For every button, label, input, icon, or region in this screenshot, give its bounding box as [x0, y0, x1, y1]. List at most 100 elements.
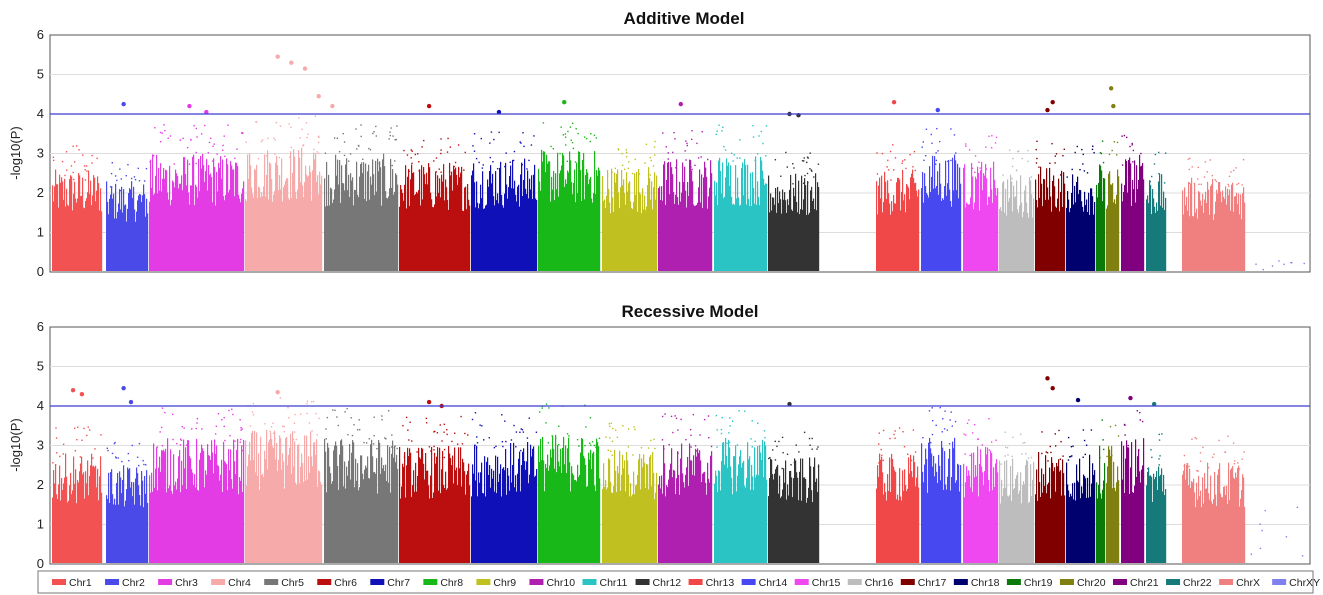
snp-strip — [773, 479, 775, 563]
chromosome-points-chr9 — [602, 140, 658, 271]
snp-strip — [634, 494, 636, 563]
snp-strip — [1224, 486, 1226, 563]
snp-point — [1200, 183, 1202, 186]
snp-strip — [252, 193, 254, 271]
snp-point — [1228, 185, 1230, 187]
snp-strip — [457, 184, 459, 271]
snp-point — [558, 425, 560, 427]
snp-point — [1011, 177, 1013, 180]
snp-strip — [175, 481, 177, 563]
snp-strip — [389, 446, 391, 563]
snp-strip — [777, 186, 779, 271]
snp-strip — [1164, 495, 1166, 563]
snp-strip — [1113, 461, 1115, 563]
snp-strip — [896, 499, 898, 563]
snp-point — [1136, 410, 1139, 412]
snp-strip — [472, 464, 474, 563]
snp-strip — [898, 177, 900, 271]
snp-strip — [53, 201, 55, 271]
snp-point — [1023, 441, 1026, 444]
snp-point — [1199, 452, 1202, 454]
snp-strip — [1058, 178, 1060, 271]
snp-strip — [1146, 199, 1148, 271]
snp-strip — [683, 182, 685, 271]
snp-point — [661, 439, 664, 441]
snp-strip — [241, 445, 243, 563]
snp-point — [200, 133, 203, 135]
snp-strip — [462, 458, 464, 563]
snp-strip — [370, 444, 372, 563]
snp-point — [881, 454, 883, 457]
snp-point — [216, 153, 218, 155]
snp-point — [270, 426, 273, 428]
snp-strip — [531, 456, 533, 563]
snp-point — [1059, 174, 1062, 176]
snp-strip — [1099, 164, 1101, 271]
snp-strip — [229, 470, 231, 563]
snp-strip — [620, 187, 622, 271]
snp-strip — [408, 168, 410, 271]
snp-point — [100, 434, 102, 436]
snp-strip — [87, 192, 89, 271]
snp-strip — [668, 479, 670, 563]
snp-strip — [474, 444, 476, 563]
snp-strip — [778, 203, 780, 271]
snp-strip — [894, 470, 896, 563]
snp-point — [621, 164, 624, 167]
snp-strip — [816, 210, 818, 271]
snp-strip — [546, 468, 548, 563]
snp-strip — [556, 472, 558, 563]
snp-strip — [389, 188, 391, 271]
snp-strip — [1200, 200, 1202, 271]
snp-point — [696, 142, 698, 145]
snp-point — [901, 162, 903, 165]
snp-strip — [651, 181, 653, 271]
snp-strip — [1089, 214, 1091, 271]
snp-strip — [188, 192, 190, 271]
snp-strip — [983, 485, 985, 563]
snp-point — [448, 171, 451, 173]
chromosome-points-chr4 — [245, 397, 323, 563]
snp-point — [308, 422, 311, 424]
snp-point — [739, 157, 741, 159]
legend-item-chrxy: ChrXY — [1272, 577, 1320, 589]
snp-point — [793, 167, 795, 169]
snp-strip — [965, 207, 967, 271]
snp-strip — [1055, 491, 1057, 563]
snp-strip — [1158, 466, 1160, 563]
snp-point — [710, 445, 713, 448]
snp-point — [889, 150, 892, 153]
snp-strip — [928, 442, 930, 563]
snp-point — [436, 432, 439, 434]
snp-point — [221, 418, 223, 421]
snp-strip — [203, 165, 205, 271]
snp-strip — [884, 171, 886, 271]
legend-item-chr14: Chr14 — [741, 577, 787, 589]
snp-strip — [685, 190, 687, 271]
snp-strip — [384, 166, 386, 271]
snp-point — [252, 402, 255, 405]
snp-strip — [339, 160, 341, 271]
snp-strip — [1001, 211, 1003, 271]
snp-point — [614, 429, 617, 431]
snp-point — [811, 448, 813, 450]
snp-strip — [266, 174, 268, 271]
snp-point — [344, 411, 346, 413]
snp-strip — [260, 197, 262, 271]
snp-point — [1035, 162, 1038, 164]
snp-strip — [274, 430, 276, 563]
snp-strip — [817, 182, 819, 271]
snp-strip — [631, 496, 633, 563]
snp-point — [496, 168, 499, 170]
snp-strip — [543, 151, 545, 271]
snp-point — [558, 443, 560, 446]
snp-strip — [296, 198, 298, 271]
snp-strip — [938, 454, 940, 563]
snp-strip — [584, 458, 586, 563]
snp-strip — [1163, 475, 1165, 563]
snp-point — [294, 413, 296, 416]
snp-strip — [923, 202, 925, 271]
snp-strip — [653, 187, 655, 271]
snp-point — [315, 412, 317, 415]
recessive-points — [52, 376, 1304, 563]
